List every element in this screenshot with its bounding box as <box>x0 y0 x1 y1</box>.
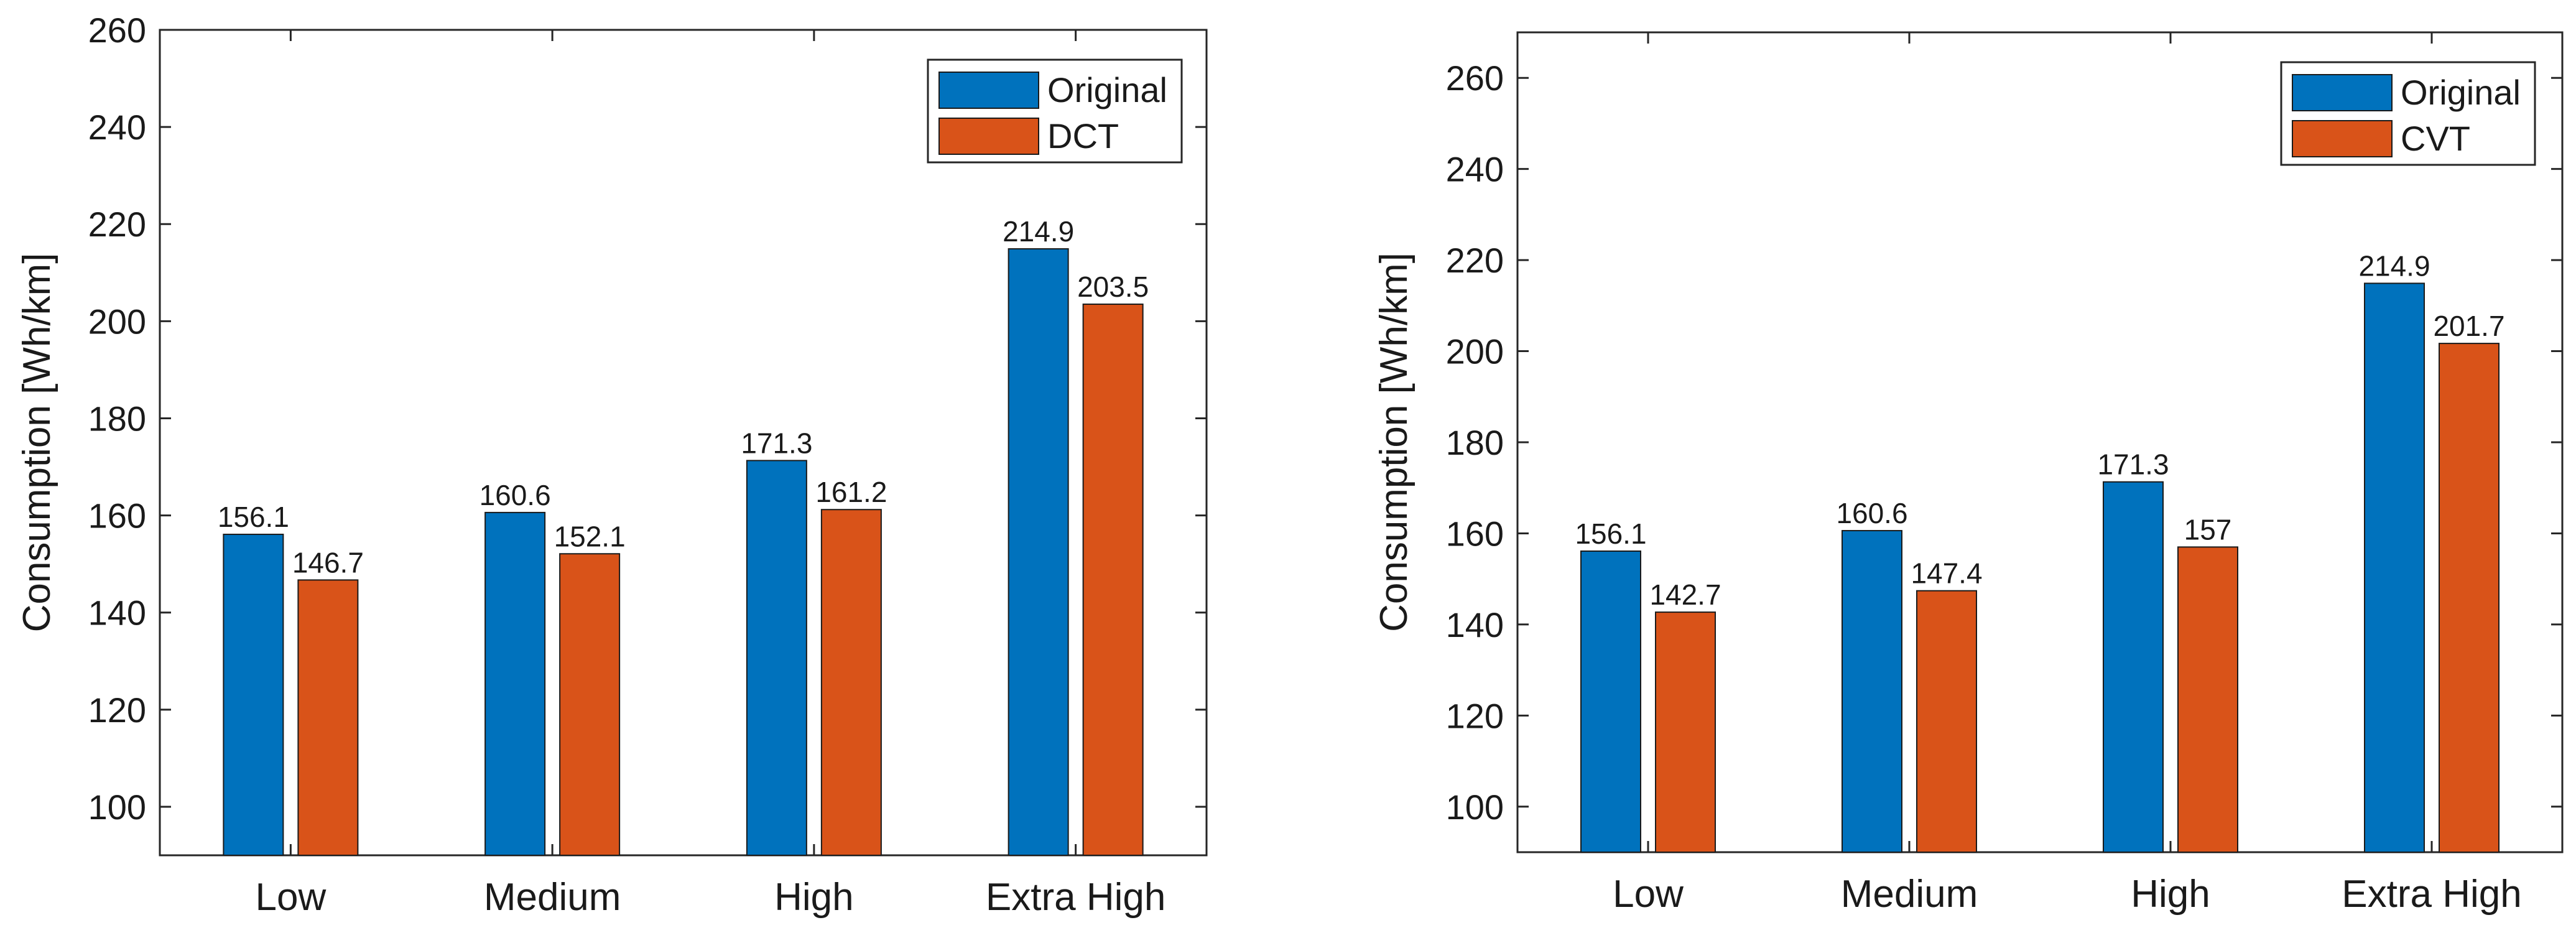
ytick-label: 100 <box>1446 787 1504 827</box>
y-axis-label: Consumption [Wh/km] <box>16 253 58 633</box>
category-label: Medium <box>1841 873 1978 916</box>
bar-dct <box>297 579 359 857</box>
chart-1: 100 120 140 160 180 200 220 240 260 Consumption [… <box>16 11 1208 919</box>
ytick-label: 240 <box>88 108 146 147</box>
category-label: Low <box>256 876 327 919</box>
data-label: 152.1 <box>554 520 626 552</box>
legend-label: Original <box>1047 70 1167 109</box>
axes-box <box>159 29 1208 857</box>
ytick-label: 260 <box>88 11 146 50</box>
bar-original <box>2364 282 2425 853</box>
legend-label: DCT <box>1047 116 1119 156</box>
bar-original <box>223 534 284 856</box>
category-label: Extra High <box>2342 873 2521 916</box>
bar-dct <box>559 553 621 856</box>
ytick-label: 220 <box>88 205 146 244</box>
chart-2: 100 120 140 160 180 200 220 240 260 Consumption [… <box>1373 31 2564 916</box>
y-axis-label: Consumption [Wh/km] <box>1373 253 1415 632</box>
category-label: Medium <box>484 876 621 919</box>
bar-original <box>1842 530 1902 853</box>
data-label: 171.3 <box>741 427 812 459</box>
legend-swatch-dct <box>938 118 1039 155</box>
category-label: High <box>2131 873 2210 916</box>
ytick-label: 140 <box>88 593 146 633</box>
data-label: 203.5 <box>1077 271 1149 303</box>
legend-swatch-original <box>2292 74 2393 111</box>
data-label: 156.1 <box>218 501 289 533</box>
bar-original <box>484 511 546 856</box>
bar-original <box>2103 481 2164 853</box>
ytick-label: 240 <box>1446 150 1504 189</box>
legend: Original DCT <box>927 58 1183 164</box>
data-label: 214.9 <box>2358 249 2430 282</box>
category-label: Extra High <box>986 876 1165 919</box>
data-label: 160.6 <box>480 479 551 511</box>
category-label: Low <box>1613 873 1684 916</box>
bar-cvt <box>1655 611 1716 853</box>
data-label: 201.7 <box>2433 310 2504 342</box>
bar-cvt <box>1916 590 1977 853</box>
bar-dct <box>820 509 882 856</box>
ytick-label: 140 <box>1446 605 1504 644</box>
data-label: 142.7 <box>1649 578 1721 611</box>
ytick-label: 200 <box>88 302 146 341</box>
ytick-label: 120 <box>1446 696 1504 735</box>
data-label: 160.6 <box>1836 497 1907 529</box>
legend: Original CVT <box>2280 61 2536 166</box>
bar-cvt <box>2439 343 2500 853</box>
ytick-label: 120 <box>88 690 146 730</box>
data-label: 157 <box>2184 513 2232 546</box>
legend-swatch-cvt <box>2292 120 2393 157</box>
legend-label: Original <box>2401 73 2521 112</box>
ytick-label: 220 <box>1446 241 1504 280</box>
ytick-label: 160 <box>88 496 146 536</box>
bar-cvt <box>2177 546 2238 853</box>
ytick-label: 180 <box>1446 423 1504 462</box>
data-label: 156.1 <box>1575 518 1646 550</box>
data-label: 214.9 <box>1003 215 1074 248</box>
bar-dct <box>1082 304 1144 856</box>
ytick-label: 180 <box>88 399 146 438</box>
legend-label: CVT <box>2401 119 2470 158</box>
bar-original <box>1580 550 1641 853</box>
legend-swatch-original <box>938 72 1039 109</box>
ytick-label: 160 <box>1446 514 1504 553</box>
bar-original <box>1008 248 1069 856</box>
data-label: 146.7 <box>292 546 364 578</box>
data-label: 161.2 <box>815 476 887 508</box>
ytick-label: 100 <box>88 787 146 827</box>
bar-original <box>746 460 807 856</box>
category-label: High <box>774 876 854 919</box>
ytick-label: 260 <box>1446 58 1504 98</box>
ytick-label: 200 <box>1446 332 1504 371</box>
data-label: 171.3 <box>2097 448 2169 481</box>
data-label: 147.4 <box>1911 557 1982 590</box>
